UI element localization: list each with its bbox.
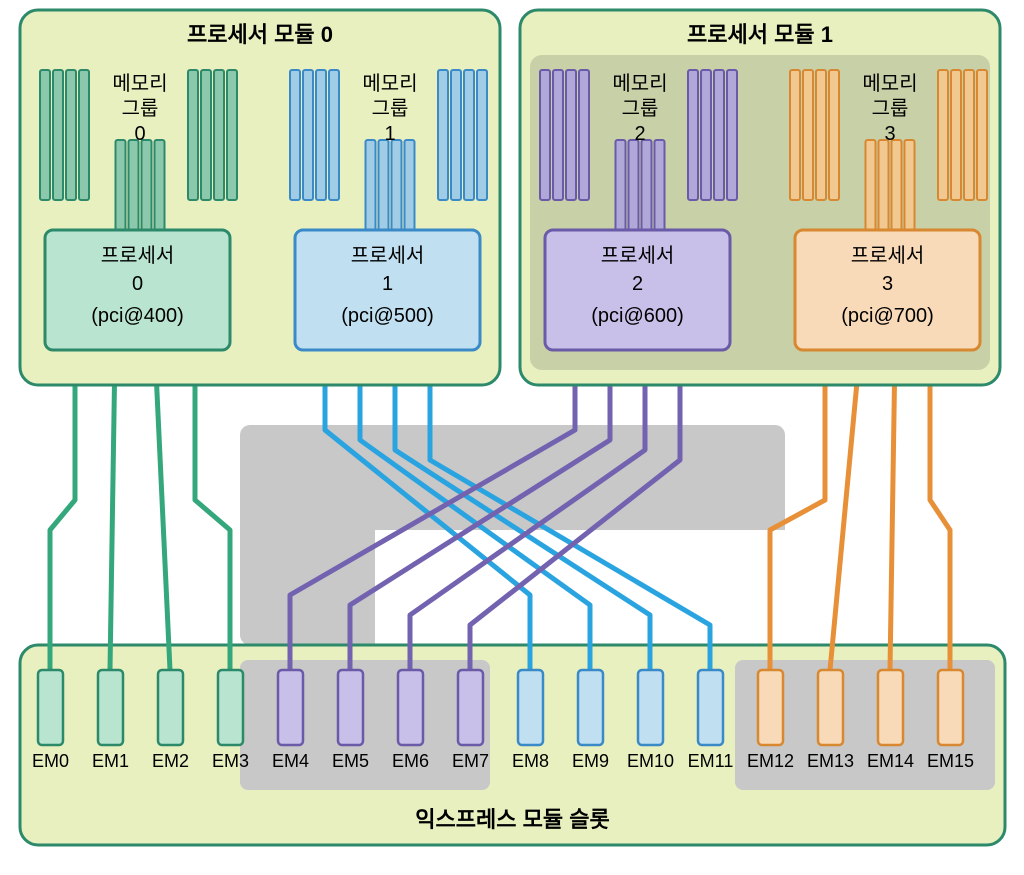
svg-text:1: 1 — [382, 273, 393, 295]
svg-text:0: 0 — [134, 123, 145, 145]
svg-text:EM8: EM8 — [512, 751, 549, 771]
svg-text:그룹: 그룹 — [872, 98, 909, 120]
svg-text:그룹: 그룹 — [372, 98, 409, 120]
svg-text:EM12: EM12 — [747, 751, 794, 771]
svg-text:프로세서: 프로세서 — [851, 244, 925, 267]
svg-text:EM4: EM4 — [272, 751, 309, 771]
connection-line — [890, 350, 895, 670]
svg-text:EM10: EM10 — [627, 751, 674, 771]
processor-module: 프로세서 모듈 1 메모리그룹 2 메모리그룹 3 프로세서 2 (pci@600) 프로세서 3… — [520, 10, 1000, 385]
connection-line — [50, 350, 75, 670]
architecture-diagram: EM0 EM1 EM2 EM3 EM4 EM5 EM6 EM7 EM8 EM9 EM10 EM11 EM… — [0, 0, 1024, 875]
svg-text:EM11: EM11 — [688, 751, 734, 771]
svg-text:2: 2 — [632, 273, 643, 295]
em-slot — [878, 670, 903, 745]
connection-line — [110, 350, 115, 670]
em-slot — [758, 670, 783, 745]
em-slot — [818, 670, 843, 745]
svg-text:프로세서 모듈 1: 프로세서 모듈 1 — [687, 22, 833, 47]
svg-text:메모리: 메모리 — [862, 72, 917, 95]
svg-text:EM13: EM13 — [807, 751, 854, 771]
svg-text:EM1: EM1 — [92, 751, 129, 771]
processor-module: 프로세서 모듈 0 메모리그룹 0 메모리그룹 1 프로세서 0 (pci@400) 프로세서 1… — [20, 10, 500, 385]
em-slot — [938, 670, 963, 745]
svg-text:EM6: EM6 — [392, 751, 429, 771]
svg-text:1: 1 — [384, 123, 395, 145]
svg-text:메모리: 메모리 — [612, 72, 667, 95]
em-slot — [458, 670, 483, 745]
connection-line — [930, 350, 950, 670]
svg-text:EM5: EM5 — [332, 751, 369, 771]
svg-text:0: 0 — [132, 273, 143, 295]
svg-text:메모리: 메모리 — [362, 72, 417, 95]
em-slot — [218, 670, 243, 745]
em-slot — [698, 670, 723, 745]
svg-text:EM15: EM15 — [927, 751, 974, 771]
em-slot — [638, 670, 663, 745]
em-slot — [338, 670, 363, 745]
svg-text:프로세서 모듈 0: 프로세서 모듈 0 — [187, 22, 333, 47]
em-slot — [98, 670, 123, 745]
svg-text:EM2: EM2 — [152, 751, 189, 771]
svg-text:프로세서: 프로세서 — [101, 244, 175, 267]
svg-text:그룹: 그룹 — [122, 98, 159, 120]
svg-text:메모리: 메모리 — [112, 72, 167, 95]
svg-text:프로세서: 프로세서 — [601, 244, 675, 267]
connection-line — [155, 350, 170, 670]
svg-text:프로세서: 프로세서 — [351, 244, 425, 267]
em-slot — [278, 670, 303, 745]
svg-text:(pci@600): (pci@600) — [591, 305, 684, 327]
svg-text:2: 2 — [634, 123, 645, 145]
svg-text:3: 3 — [882, 273, 893, 295]
svg-text:(pci@500): (pci@500) — [341, 305, 434, 327]
em-slot — [578, 670, 603, 745]
svg-text:EM0: EM0 — [32, 751, 69, 771]
svg-text:(pci@700): (pci@700) — [841, 305, 934, 327]
svg-text:그룹: 그룹 — [622, 98, 659, 120]
em-slot — [158, 670, 183, 745]
connection-line — [195, 350, 230, 670]
svg-text:익스프레스 모듈 슬롯: 익스프레스 모듈 슬롯 — [415, 807, 609, 832]
svg-text:(pci@400): (pci@400) — [91, 305, 184, 327]
em-slot — [38, 670, 63, 745]
em-slot — [518, 670, 543, 745]
svg-text:EM9: EM9 — [572, 751, 609, 771]
em-slot — [398, 670, 423, 745]
svg-text:EM14: EM14 — [867, 751, 914, 771]
svg-text:3: 3 — [884, 123, 895, 145]
svg-text:EM3: EM3 — [212, 751, 249, 771]
svg-text:EM7: EM7 — [452, 751, 489, 771]
connection-line — [830, 350, 860, 670]
